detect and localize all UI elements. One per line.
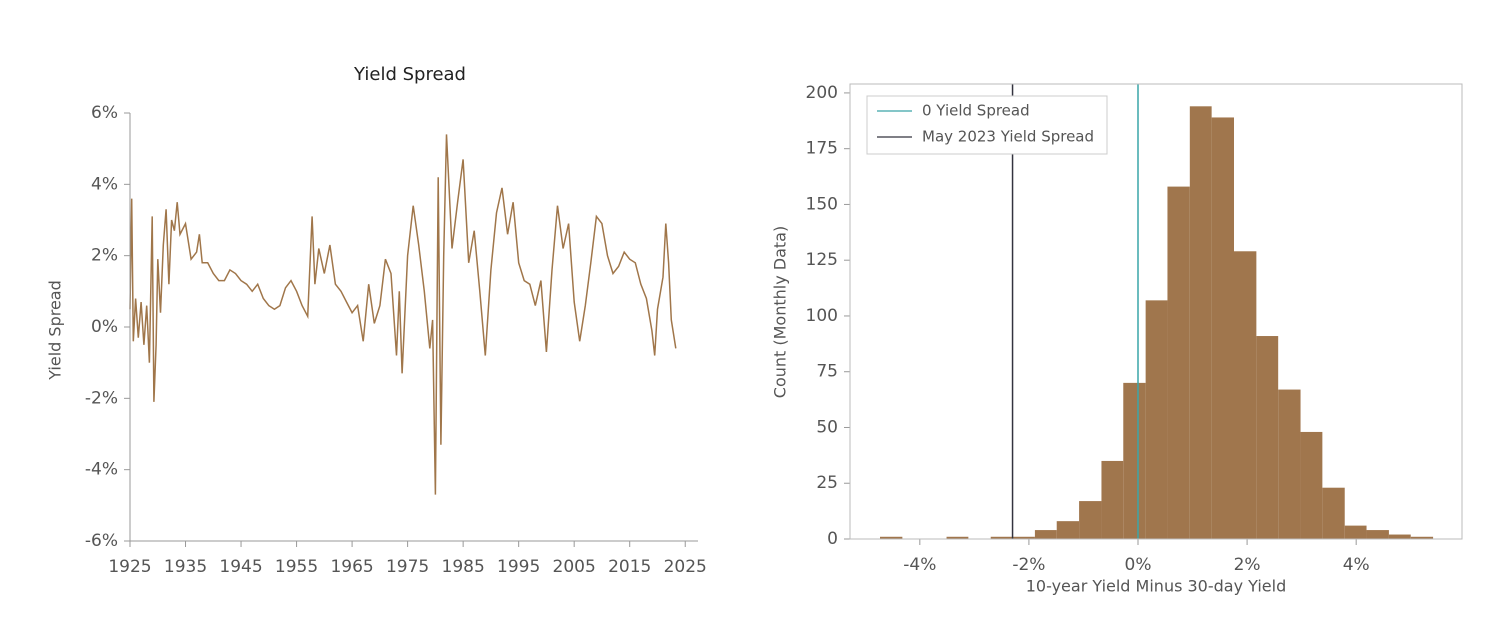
bar bbox=[1034, 530, 1057, 539]
bar bbox=[1189, 106, 1212, 539]
y-tick-label: -4% bbox=[85, 460, 118, 480]
x-tick-label: 1925 bbox=[108, 557, 151, 577]
bar bbox=[880, 536, 903, 539]
bar bbox=[1366, 530, 1389, 539]
x-tick-label: -2% bbox=[1012, 555, 1045, 575]
bar bbox=[1278, 389, 1301, 539]
bar bbox=[1410, 536, 1434, 539]
bar bbox=[946, 536, 969, 539]
x-axis-label: 10-year Yield Minus 30-day Yield bbox=[1026, 577, 1287, 596]
x-tick-label: 2025 bbox=[664, 557, 707, 577]
plot-frame bbox=[849, 83, 1463, 540]
bar bbox=[1101, 460, 1124, 539]
bar bbox=[1322, 487, 1345, 539]
x-tick-label: 2% bbox=[1234, 555, 1261, 575]
bar bbox=[1300, 431, 1323, 539]
y-tick-label: 175 bbox=[806, 139, 838, 159]
bar bbox=[1123, 382, 1146, 539]
y-tick-label: 4% bbox=[91, 174, 118, 194]
x-tick-label: 0% bbox=[1125, 555, 1152, 575]
y-tick-label: 50 bbox=[816, 417, 838, 437]
y-tick-label: -2% bbox=[85, 388, 118, 408]
x-tick-label: -4% bbox=[903, 555, 936, 575]
bar bbox=[1211, 117, 1234, 540]
x-tick-label: 1945 bbox=[219, 557, 262, 577]
bar bbox=[1167, 186, 1190, 540]
y-tick-label: 200 bbox=[806, 83, 838, 103]
y-tick-label: -6% bbox=[85, 531, 118, 551]
bar bbox=[1234, 251, 1257, 539]
x-tick-label: 2015 bbox=[608, 557, 651, 577]
y-tick-label: 0% bbox=[91, 317, 118, 337]
legend-label: 0 Yield Spread bbox=[922, 102, 1030, 120]
line bbox=[129, 134, 677, 495]
y-tick-label: 150 bbox=[806, 194, 838, 214]
y-axis-label: Yield Spread bbox=[46, 280, 65, 381]
y-tick-label: 0 bbox=[827, 529, 838, 549]
x-tick-label: 1955 bbox=[275, 557, 318, 577]
y-tick-label: 75 bbox=[816, 362, 838, 382]
y-axis-label: Count (Monthly Data) bbox=[771, 226, 790, 398]
bar bbox=[1056, 521, 1080, 539]
y-tick-label: 100 bbox=[806, 306, 838, 326]
chart-title: Yield Spread bbox=[353, 64, 466, 85]
bar bbox=[1012, 536, 1035, 539]
x-tick-label: 1965 bbox=[330, 557, 373, 577]
y-tick-label: 125 bbox=[806, 250, 838, 270]
y-tick-label: 2% bbox=[91, 246, 118, 266]
bar bbox=[1388, 534, 1411, 539]
legend-box bbox=[866, 95, 1108, 155]
bar bbox=[1344, 525, 1367, 539]
bar bbox=[1145, 300, 1168, 539]
x-tick-label: 1995 bbox=[497, 557, 540, 577]
x-tick-label: 1985 bbox=[442, 557, 485, 577]
x-tick-label: 1975 bbox=[386, 557, 429, 577]
legend-label: May 2023 Yield Spread bbox=[922, 128, 1094, 146]
y-tick-label: 25 bbox=[816, 473, 838, 493]
y-tick-label: 6% bbox=[91, 103, 118, 123]
bar bbox=[1256, 336, 1279, 539]
bar bbox=[990, 536, 1013, 539]
x-tick-label: 2005 bbox=[553, 557, 596, 577]
bar bbox=[1079, 501, 1102, 539]
x-tick-label: 1935 bbox=[164, 557, 207, 577]
x-tick-label: 4% bbox=[1343, 555, 1370, 575]
